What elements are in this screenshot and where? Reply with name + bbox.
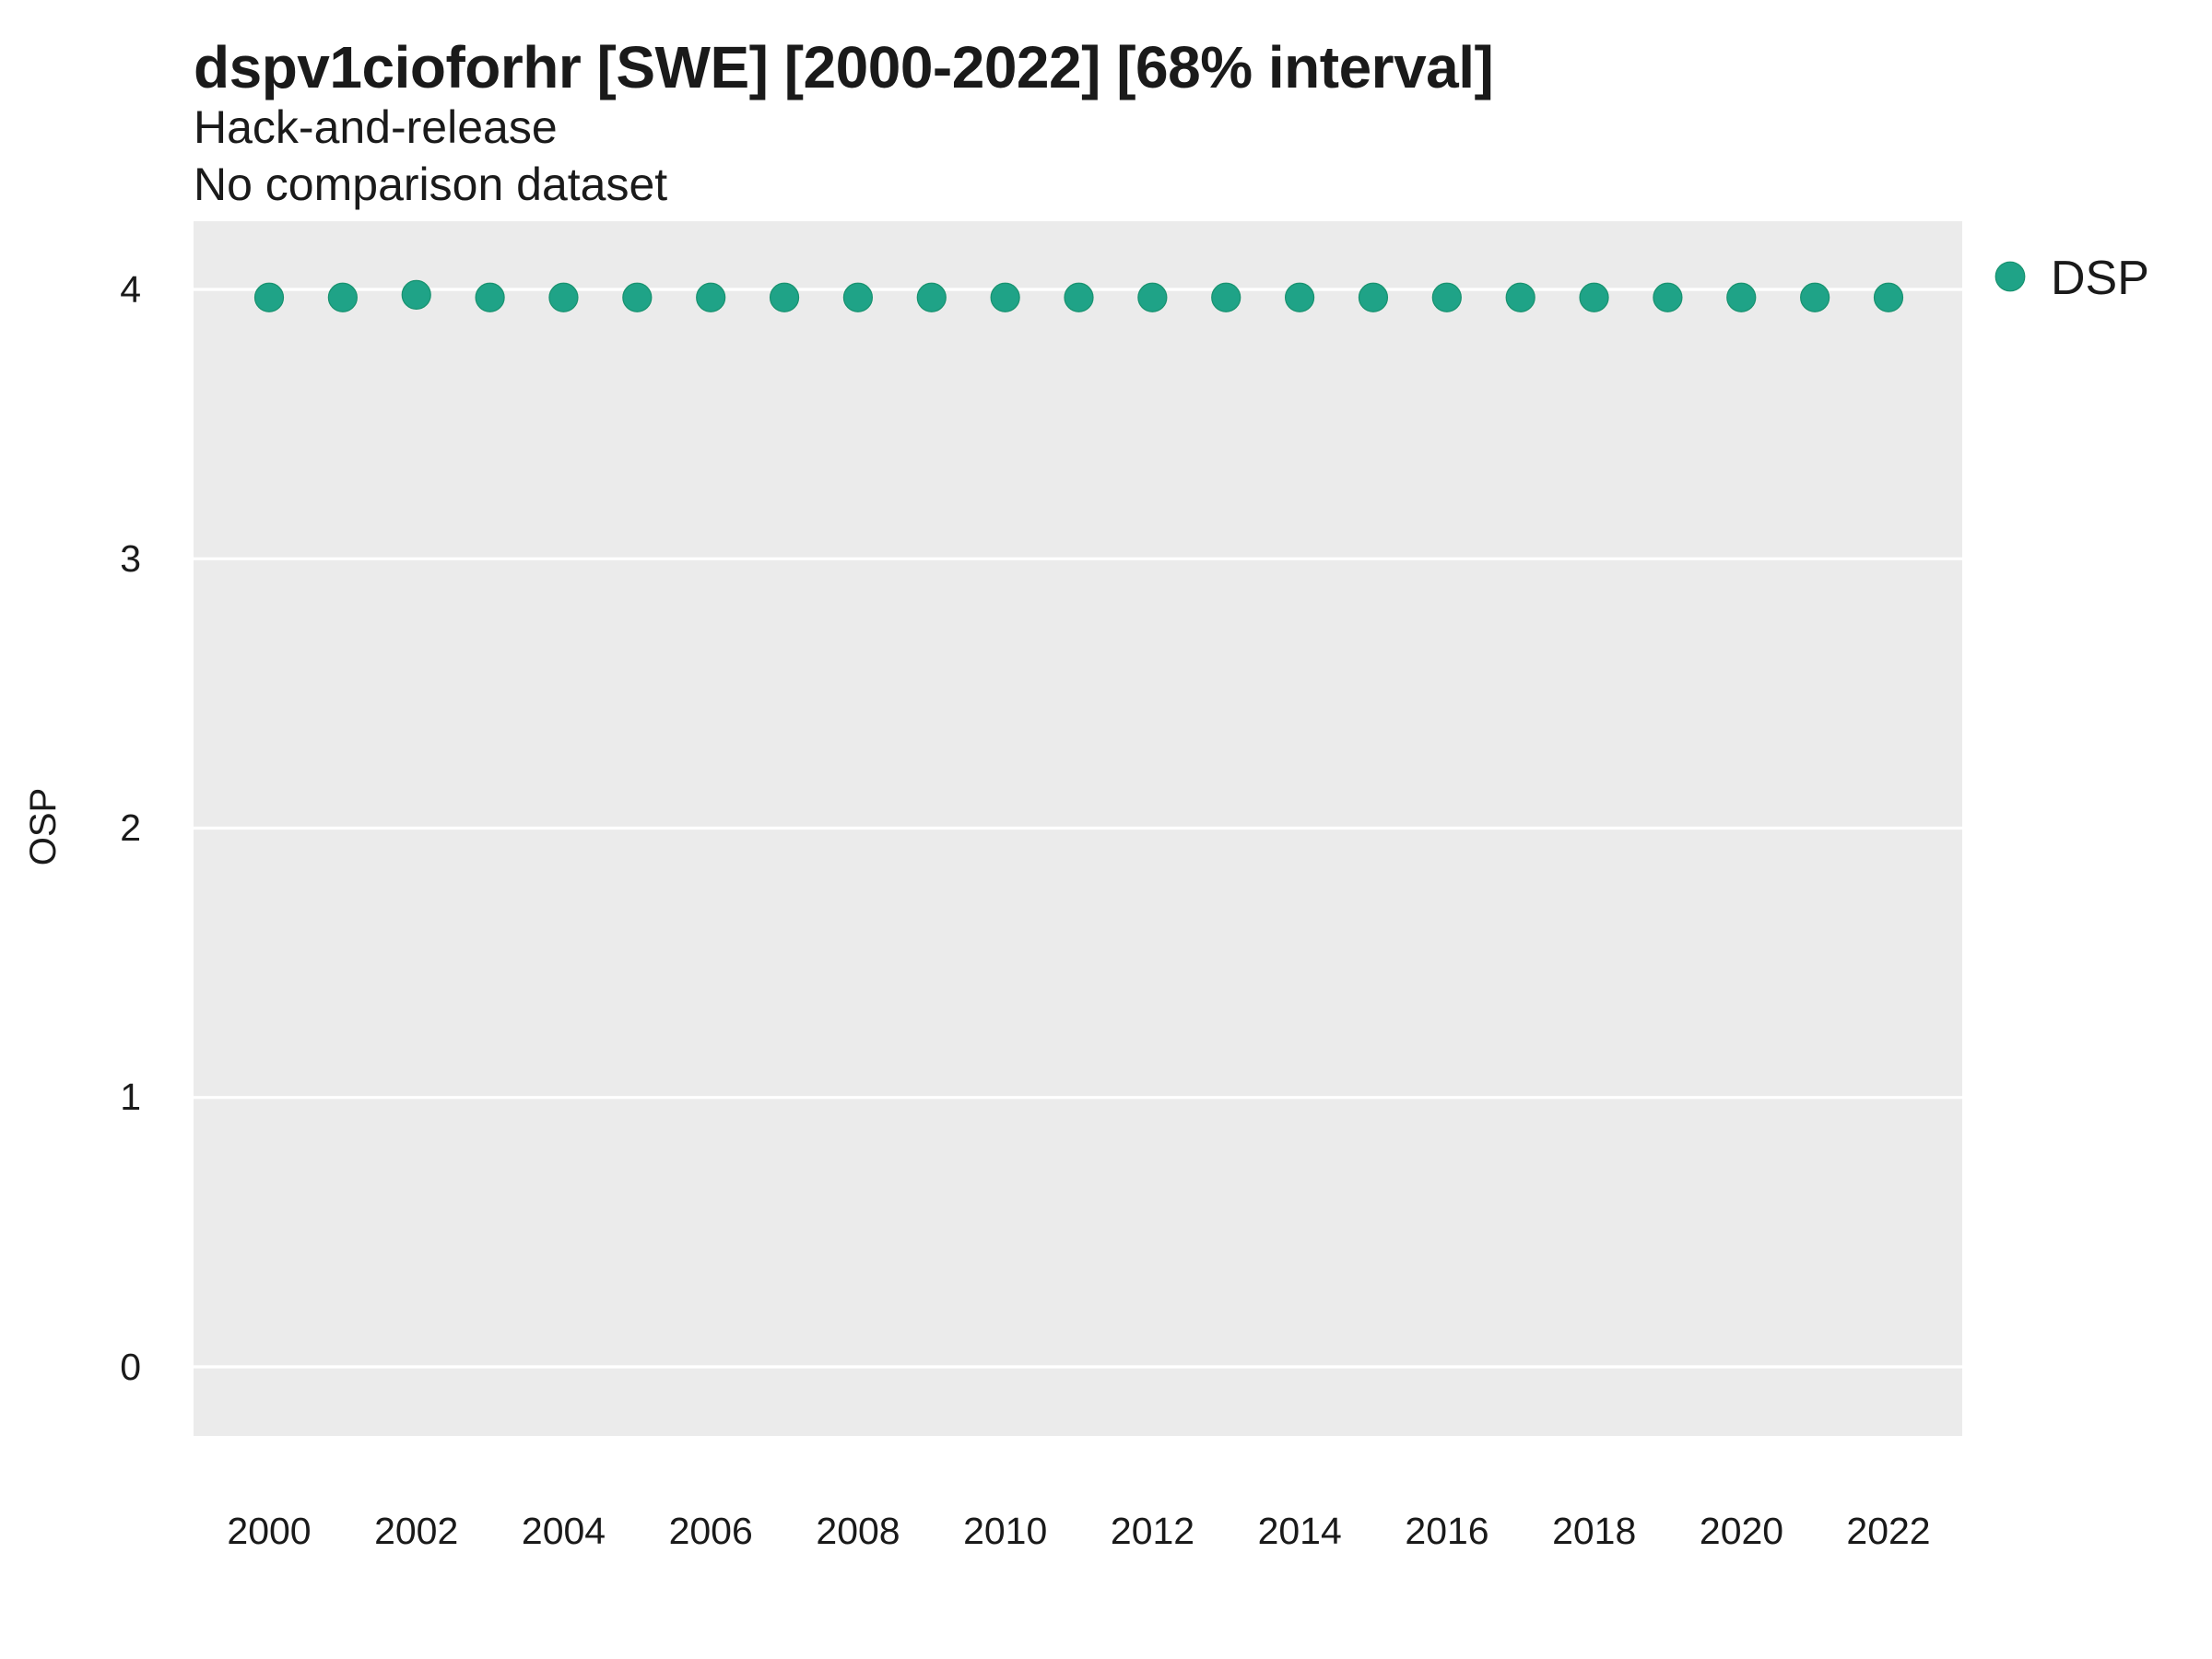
svg-text:2002: 2002: [374, 1510, 458, 1552]
svg-text:2020: 2020: [1700, 1510, 1783, 1552]
svg-text:2010: 2010: [963, 1510, 1047, 1552]
svg-text:2012: 2012: [1111, 1510, 1194, 1552]
svg-text:2004: 2004: [522, 1510, 606, 1552]
svg-text:2006: 2006: [669, 1510, 753, 1552]
svg-text:0: 0: [120, 1346, 141, 1388]
svg-text:2014: 2014: [1258, 1510, 1342, 1552]
svg-text:2022: 2022: [1846, 1510, 1930, 1552]
svg-text:1: 1: [120, 1076, 141, 1118]
svg-text:2008: 2008: [816, 1510, 900, 1552]
svg-text:3: 3: [120, 537, 141, 580]
svg-text:DSP: DSP: [2051, 252, 2149, 305]
svg-text:OSP: OSP: [23, 788, 64, 865]
svg-text:4: 4: [120, 268, 141, 311]
svg-text:2016: 2016: [1405, 1510, 1488, 1552]
svg-text:2018: 2018: [1552, 1510, 1636, 1552]
svg-text:2: 2: [120, 806, 141, 849]
svg-text:2000: 2000: [227, 1510, 311, 1552]
